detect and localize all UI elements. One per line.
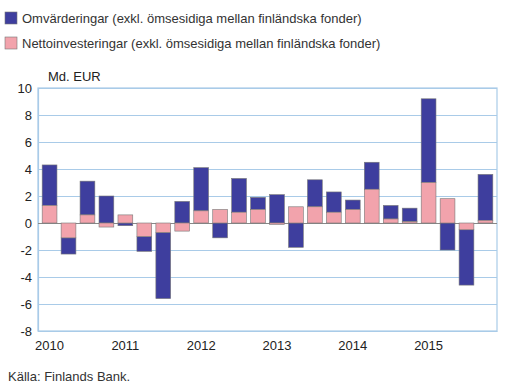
- x-tick: 2015: [414, 338, 443, 353]
- bar: [289, 223, 304, 247]
- x-axis: 2010 2011 2012 2013 2014 2015: [35, 332, 497, 354]
- y-tick-label: -8: [20, 324, 32, 339]
- y-tick: -6: [20, 297, 497, 312]
- legend-label: Omvärderingar (exkl. ömsesidiga mellan f…: [22, 11, 362, 26]
- bar: [440, 223, 455, 250]
- bar: [175, 201, 190, 223]
- grid-line: [38, 331, 497, 332]
- bar: [251, 210, 266, 224]
- bar: [213, 223, 228, 238]
- x-tick: 2013: [263, 338, 292, 353]
- y-tick-label: -6: [20, 297, 32, 312]
- y-axis-line: [38, 89, 39, 332]
- bar: [421, 99, 436, 183]
- bar: [232, 178, 247, 212]
- bar: [213, 210, 228, 224]
- bar: [364, 189, 379, 223]
- x-tick: 2010: [35, 338, 64, 353]
- source-note: Källa: Finlands Bank.: [8, 369, 130, 384]
- bar: [459, 230, 474, 285]
- y-tick: -2: [20, 243, 497, 258]
- bar: [307, 180, 322, 207]
- grid-line: [38, 277, 497, 278]
- plot-frame: [38, 88, 497, 331]
- bar: [478, 220, 493, 223]
- bar: [194, 168, 209, 211]
- bar: [270, 223, 285, 224]
- bar: [326, 192, 341, 212]
- grid-line: [38, 250, 497, 251]
- bar: [440, 199, 455, 223]
- bar: [289, 207, 304, 223]
- y-tick-label: 10: [18, 81, 32, 96]
- y-tick-label: -4: [20, 270, 32, 285]
- chart: -8 -6 -4 -2 0 2 4 6 8 10 2010 2011 2012 2013 2014 2015 M…: [0, 0, 518, 385]
- legend-swatch: [5, 12, 17, 24]
- y-tick-label: 0: [25, 216, 32, 231]
- bar: [118, 215, 133, 223]
- legend-swatch: [5, 37, 17, 49]
- bar: [459, 223, 474, 230]
- bar: [194, 211, 209, 223]
- bar: [307, 207, 322, 223]
- y-tick-label: -2: [20, 243, 32, 258]
- x-tick-label: 2011: [111, 338, 139, 353]
- x-tick: 2012: [187, 338, 216, 353]
- bar: [80, 181, 95, 215]
- y-tick-label: 2: [25, 189, 32, 204]
- y-tick-label: 8: [25, 108, 32, 123]
- x-tick-label: 2014: [338, 338, 367, 353]
- bar: [326, 212, 341, 223]
- y-axis: -8 -6 -4 -2 0 2 4 6 8 10: [18, 81, 497, 339]
- x-axis-line: [39, 331, 498, 332]
- bar: [42, 165, 57, 206]
- y-axis-title: Md. EUR: [48, 69, 101, 84]
- grid-line: [38, 88, 497, 89]
- bar: [345, 200, 360, 209]
- bar: [478, 174, 493, 220]
- bar: [99, 196, 114, 223]
- series-bars: [42, 183, 493, 238]
- bar: [270, 195, 285, 223]
- bar: [137, 237, 152, 252]
- bar: [383, 219, 398, 223]
- y-tick-label: 4: [25, 162, 32, 177]
- bar: [383, 205, 398, 219]
- bar: [99, 223, 114, 227]
- bar: [364, 162, 379, 189]
- legend-label: Nettoinvesteringar (exkl. ömsesidiga mel…: [22, 36, 380, 51]
- bar: [402, 222, 417, 223]
- y-tick-label: 6: [25, 135, 32, 150]
- bar: [175, 223, 190, 231]
- bar: [345, 210, 360, 224]
- bar: [137, 223, 152, 237]
- legend: Omvärderingar (exkl. ömsesidiga mellan f…: [5, 11, 380, 51]
- bar: [421, 183, 436, 224]
- bar: [80, 215, 95, 223]
- bar: [118, 223, 133, 226]
- x-tick: 2014: [338, 338, 367, 353]
- bar: [156, 223, 171, 232]
- grid-line: [38, 304, 497, 305]
- x-tick-label: 2013: [263, 338, 292, 353]
- bar: [61, 223, 76, 238]
- x-tick-label: 2015: [414, 338, 443, 353]
- x-tick-label: 2012: [187, 338, 216, 353]
- series-bars: [42, 99, 493, 299]
- bar: [156, 232, 171, 298]
- y-tick: -8: [20, 324, 497, 339]
- bar: [251, 197, 266, 209]
- bars: [42, 99, 493, 299]
- bar: [402, 208, 417, 222]
- x-tick-label: 2010: [35, 338, 64, 353]
- bar: [42, 205, 57, 223]
- y-tick: -4: [20, 270, 497, 285]
- x-tick: 2011: [111, 338, 139, 353]
- bar: [61, 238, 76, 254]
- bar: [232, 212, 247, 223]
